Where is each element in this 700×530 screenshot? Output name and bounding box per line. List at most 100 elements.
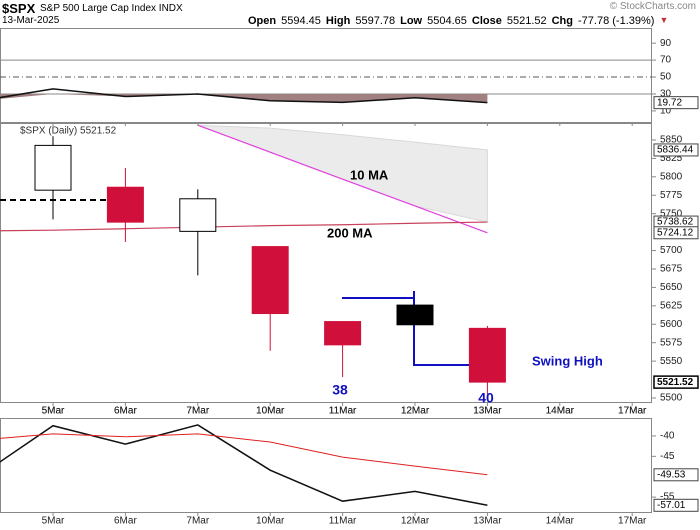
date: 13-Mar-2025 — [2, 15, 60, 26]
value-box — [653, 143, 699, 157]
y-tick-label: 70 — [660, 55, 672, 66]
x-tick-label: 14Mar — [546, 406, 575, 417]
copyright: © StockCharts.com — [609, 1, 696, 12]
last-value: 5724.12 — [657, 227, 694, 238]
x-tick-label: 13Mar — [473, 406, 502, 417]
quote-label: Close — [471, 15, 502, 27]
x-tick-label: 11Mar — [329, 406, 357, 417]
annotation: 200 MA — [327, 225, 373, 240]
annotation: 40 — [478, 390, 494, 406]
quote-value: 5504.65 — [427, 15, 467, 27]
y-tick-label: 5500 — [660, 393, 683, 404]
line — [0, 88, 488, 104]
indicator-panel — [0, 59, 652, 104]
last-value: 5738.62 — [657, 217, 694, 228]
y-tick-label: 5825 — [660, 153, 683, 164]
panel-frame — [0, 123, 652, 403]
y-tick-label: -55 — [660, 492, 675, 503]
x-tick-label: 5Mar — [42, 406, 65, 417]
index-name: S&P 500 Large Cap Index INDX — [40, 3, 183, 14]
x-tick-label: 11Mar — [329, 406, 357, 417]
x-tick-label: 5Mar — [42, 516, 65, 527]
x-tick-label: 12Mar — [401, 406, 430, 417]
quote-label: Open — [248, 15, 277, 27]
exchange: INDX — [158, 3, 183, 14]
annotation: 10 MA — [350, 167, 389, 182]
x-tick-label: 17Mar — [618, 406, 647, 417]
line — [0, 424, 488, 507]
axes: 10 30 50 70 90 5Mar 6Mar 7Mar 10Mar 11Mar 12Mar 13M… — [42, 38, 699, 527]
x-tick-label: 11Mar — [329, 516, 357, 527]
y-tick-label: 5650 — [660, 282, 683, 293]
candle-body — [468, 327, 506, 383]
y-tick-label: -45 — [660, 451, 675, 462]
x-tick-label: 12Mar — [401, 406, 430, 417]
y-tick-label: 5625 — [660, 300, 683, 311]
moving-average — [0, 221, 488, 232]
quote-value: -77.78 (-1.39%) — [578, 15, 655, 27]
line — [0, 433, 488, 476]
last-value: 5521.52 — [657, 377, 694, 388]
y-tick-label: 5850 — [660, 135, 683, 146]
last-value: 5836.44 — [657, 145, 694, 156]
x-tick-label: 13Mar — [473, 406, 502, 417]
symbol: $SPX — [2, 1, 36, 16]
momentum-panel — [0, 424, 488, 507]
y-tick-label: 5600 — [660, 319, 683, 330]
value-box — [653, 226, 699, 240]
panel-frame — [0, 418, 652, 513]
x-tick-label: 7Mar — [186, 406, 209, 417]
value-box — [653, 96, 699, 110]
y-tick-label: 30 — [660, 89, 672, 100]
quote-value: 5594.45 — [281, 15, 321, 27]
candle-body — [34, 144, 72, 191]
panel-label: $SPX (Daily) 5521.52 — [20, 126, 117, 137]
value-box — [653, 375, 699, 389]
x-tick-label: 5Mar — [42, 406, 65, 417]
y-tick-label: 5675 — [660, 264, 683, 275]
candle-body — [179, 198, 217, 232]
y-tick-label: 5750 — [660, 208, 683, 219]
x-tick-label: 6Mar — [114, 406, 137, 417]
last-value: -49.53 — [657, 469, 686, 480]
y-tick-label: 10 — [660, 106, 672, 117]
x-tick-label: 14Mar — [546, 516, 575, 527]
band-area — [197, 124, 488, 223]
y-tick-label: 90 — [660, 38, 672, 49]
x-tick-label: 17Mar — [618, 516, 647, 527]
y-tick-label: 5700 — [660, 245, 683, 256]
swing-lines — [342, 297, 505, 366]
y-tick-label: 5775 — [660, 190, 683, 201]
x-tick-label: 10Mar — [256, 516, 285, 527]
x-tick-label: 12Mar — [401, 516, 430, 527]
last-value: 19.72 — [657, 97, 682, 108]
chart-header: $SPX S&P 500 Large Cap Index INDX 13-Mar… — [0, 0, 700, 28]
quote-value: 5521.52 — [506, 15, 547, 27]
quote-value: 5597.78 — [355, 15, 396, 27]
value-box — [653, 468, 699, 482]
x-tick-label: 13Mar — [473, 516, 502, 527]
x-tick-label: 6Mar — [114, 406, 137, 417]
x-tick-label: 10Mar — [256, 406, 285, 417]
quote-label: Chg — [551, 15, 573, 27]
quote-label: Low — [400, 15, 423, 27]
y-tick-label: 50 — [660, 72, 672, 83]
panel-frame — [0, 28, 652, 123]
y-tick-label: -40 — [660, 431, 675, 442]
y-tick-label: 5575 — [660, 337, 683, 348]
annotation: 38 — [332, 382, 348, 398]
x-tick-label: 17Mar — [618, 406, 647, 417]
candle-body — [324, 321, 362, 346]
moving-average — [197, 124, 488, 234]
y-tick-label: 5550 — [660, 356, 683, 367]
x-tick-label: 6Mar — [114, 516, 137, 527]
quote-label: High — [325, 15, 351, 27]
price-panel: $SPX (Daily) 5521.52 10 MA 200 MA 38 40 Swing… — [0, 124, 603, 406]
y-tick-label: 5800 — [660, 171, 683, 182]
value-box — [653, 498, 699, 512]
x-tick-label: 7Mar — [186, 516, 209, 527]
x-tick-label: 14Mar — [546, 406, 575, 417]
last-value: -57.01 — [657, 500, 686, 511]
